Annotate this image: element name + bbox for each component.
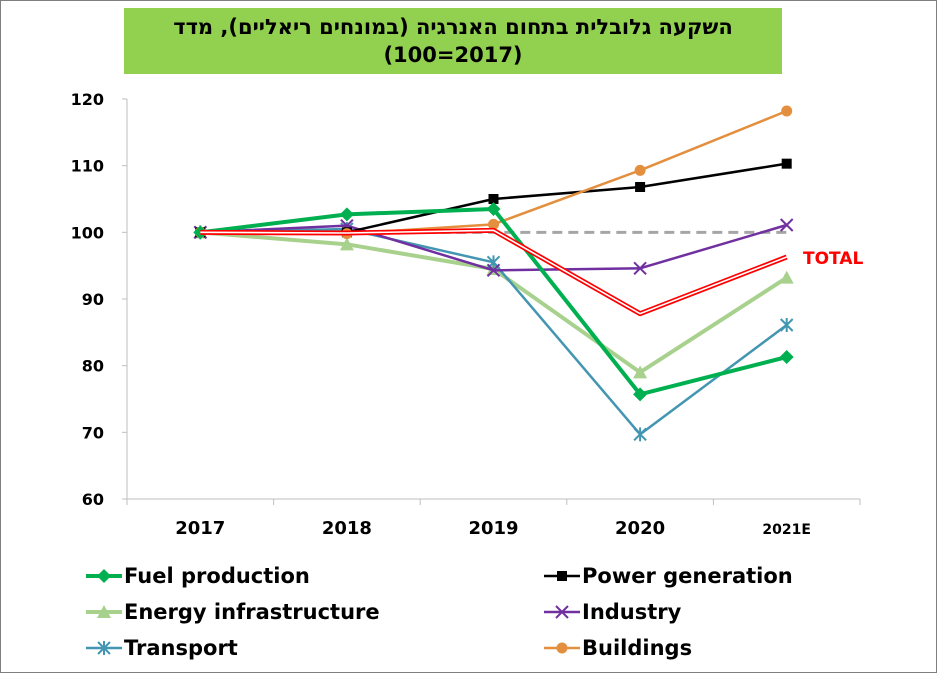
data-point-industry bbox=[779, 218, 794, 232]
legend-marker bbox=[557, 571, 567, 581]
legend-item-buildings: Buildings bbox=[544, 635, 692, 661]
x-tick-label: 2018 bbox=[322, 518, 372, 539]
legend-swatch-energy-infrastructure bbox=[86, 605, 122, 618]
data-point-power-generation bbox=[781, 158, 792, 169]
legend-swatch-fuel-production bbox=[86, 569, 122, 583]
x-tick-label: 2019 bbox=[468, 518, 518, 539]
series-total bbox=[200, 227, 788, 317]
y-tick-label: 90 bbox=[82, 290, 104, 309]
series-line-inner-total bbox=[200, 229, 787, 315]
data-point-fuel-production bbox=[486, 202, 501, 216]
legend-marker bbox=[97, 569, 111, 583]
legend-label: Energy infrastructure bbox=[124, 600, 380, 624]
y-tick-label: 70 bbox=[82, 423, 104, 442]
legend-swatch-power-generation bbox=[544, 571, 580, 581]
data-point-buildings bbox=[634, 164, 646, 176]
y-tick-label: 80 bbox=[82, 357, 104, 376]
series-line-fuel-production bbox=[200, 207, 788, 397]
legend-item-industry: Industry bbox=[544, 599, 681, 625]
x-tick-label: 2020 bbox=[615, 518, 665, 539]
legend-swatch-industry bbox=[544, 605, 580, 619]
legend-item-fuel-production: Fuel production bbox=[86, 563, 310, 589]
data-point-energy-infrastructure bbox=[779, 270, 794, 284]
y-tick-label: 110 bbox=[71, 157, 104, 176]
data-point-buildings bbox=[488, 218, 499, 230]
legend-item-transport: Transport bbox=[86, 635, 238, 661]
data-point-industry bbox=[633, 261, 647, 276]
y-tick-label: 120 bbox=[71, 90, 104, 109]
data-point-fuel-production bbox=[779, 350, 794, 364]
data-point-power-generation bbox=[635, 182, 646, 192]
data-point-buildings bbox=[781, 105, 793, 117]
data-point-transport bbox=[633, 427, 647, 442]
legend-label: Industry bbox=[582, 600, 682, 624]
data-point-fuel-production bbox=[339, 207, 354, 222]
data-point-industry bbox=[486, 263, 501, 278]
data-point-energy-infrastructure bbox=[633, 365, 648, 379]
total-series-label: TOTAL bbox=[803, 249, 863, 269]
legend-swatch-buildings bbox=[544, 642, 580, 654]
data-point-energy-infrastructure bbox=[339, 237, 354, 251]
data-point-fuel-production bbox=[633, 387, 648, 402]
data-point-transport bbox=[779, 318, 794, 332]
x-tick-label: 2017 bbox=[175, 518, 225, 539]
legend-marker bbox=[555, 605, 569, 619]
legend-item-energy-infrastructure: Energy infrastructure bbox=[86, 599, 380, 625]
y-tick-label: 100 bbox=[71, 223, 104, 242]
legend-label: Buildings bbox=[582, 636, 693, 660]
legend-marker bbox=[97, 641, 111, 655]
chart-title-line-2: (100=2017) bbox=[383, 43, 523, 67]
legend-label: Power generation bbox=[582, 564, 793, 588]
chart-title-line-1: השקעה גלובלית בתחום האנרגיה (במונחים ריא… bbox=[173, 15, 733, 39]
legend-item-power-generation: Power generation bbox=[544, 563, 793, 589]
legend-label: Transport bbox=[124, 636, 238, 660]
legend-swatch-transport bbox=[86, 641, 122, 655]
chart-title: השקעה גלובלית בתחום האנרגיה (במונחים ריא… bbox=[124, 8, 782, 74]
y-tick-label: 60 bbox=[82, 490, 104, 509]
legend-marker bbox=[97, 605, 111, 618]
x-tick-label: 2021E bbox=[762, 522, 811, 538]
legend-marker bbox=[556, 642, 568, 654]
series-buildings bbox=[194, 105, 793, 240]
legend-label: Fuel production bbox=[124, 564, 310, 588]
series-line-energy-infrastructure bbox=[200, 230, 788, 375]
data-point-power-generation bbox=[488, 194, 499, 204]
